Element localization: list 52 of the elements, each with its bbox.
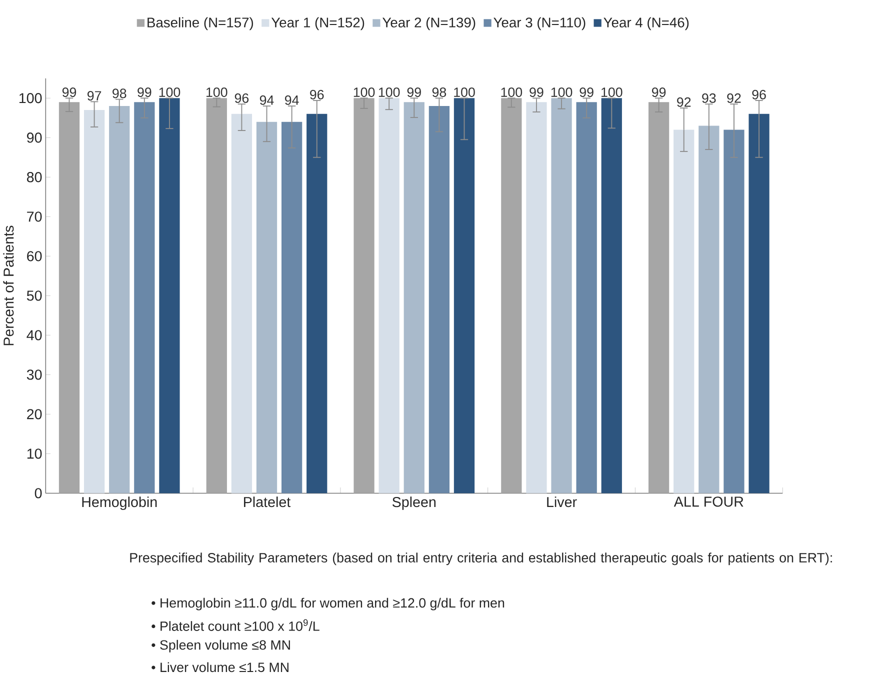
y-tick-label: 50 [26, 290, 42, 301]
data-label: 94 [260, 96, 274, 106]
x-tick-label: Liver [547, 496, 577, 508]
data-label: 99 [580, 88, 594, 98]
text: • Spleen volume ≤8 MN [152, 640, 290, 653]
y-tick-label: 100 [19, 93, 42, 104]
data-label: 100 [551, 88, 572, 98]
data-label: 92 [727, 94, 741, 104]
data-label: 99 [407, 88, 421, 98]
legend-label: Year 2 (N=139) [382, 17, 476, 30]
data-label: 100 [602, 88, 622, 98]
data-label: 99 [62, 88, 76, 98]
data-label: 93 [702, 94, 716, 104]
text: • Platelet count ≥100 x 10$^{9}$/L [152, 619, 320, 632]
legend-label: Year 3 (N=110) [494, 17, 586, 30]
legend-label: Baseline (N=157) [148, 17, 254, 30]
x-tick-label: Spleen [392, 496, 436, 510]
data-label: 99 [652, 88, 666, 98]
y-tick-label: 0 [34, 488, 42, 498]
data-label: 98 [432, 88, 446, 98]
data-label: 96 [752, 90, 766, 100]
data-label: 98 [112, 88, 126, 98]
data-label: 96 [234, 94, 249, 104]
x-tick-label: ALL FOUR [674, 496, 744, 507]
y-tick-label: 40 [26, 330, 42, 340]
text: • Hemoglobin ≥11.0 g/dL for women and ≥12.0 g/dL for men [152, 598, 504, 610]
data-label: 96 [310, 90, 324, 100]
x-tick-label: Hemoglobin [82, 496, 157, 510]
y-tick-label: 90 [27, 132, 42, 143]
data-label: 100 [501, 88, 522, 98]
data-label: 100 [159, 88, 180, 98]
data-label: 100 [454, 88, 475, 98]
y-axis-title: Percent of Patients [3, 226, 14, 346]
text: • Liver volume ≤1.5 MN [152, 662, 288, 672]
y-tick-label: 10 [27, 448, 42, 459]
data-label: 100 [378, 88, 400, 98]
data-label: 100 [206, 88, 228, 98]
y-tick-label: 80 [26, 172, 42, 182]
y-tick-label: 70 [27, 212, 42, 222]
text: Prespecified Stability Parameters (based on trial entry criteria and established therapeutic goals for patients on ERT): [130, 552, 832, 566]
data-label: 92 [677, 98, 691, 107]
data-label: 99 [138, 88, 152, 98]
y-tick-label: 30 [26, 370, 42, 380]
data-label: 99 [530, 88, 544, 98]
x-tick-label: Platelet [244, 496, 291, 508]
data-label: 97 [87, 91, 102, 101]
data-label: 100 [354, 88, 375, 98]
data-label: 94 [284, 96, 299, 106]
y-tick-label: 60 [27, 251, 42, 262]
legend-label: Year 1 (N=152) [271, 17, 364, 30]
legend-label: Year 4 (N=46) [604, 17, 689, 30]
y-tick-label: 20 [27, 409, 42, 420]
